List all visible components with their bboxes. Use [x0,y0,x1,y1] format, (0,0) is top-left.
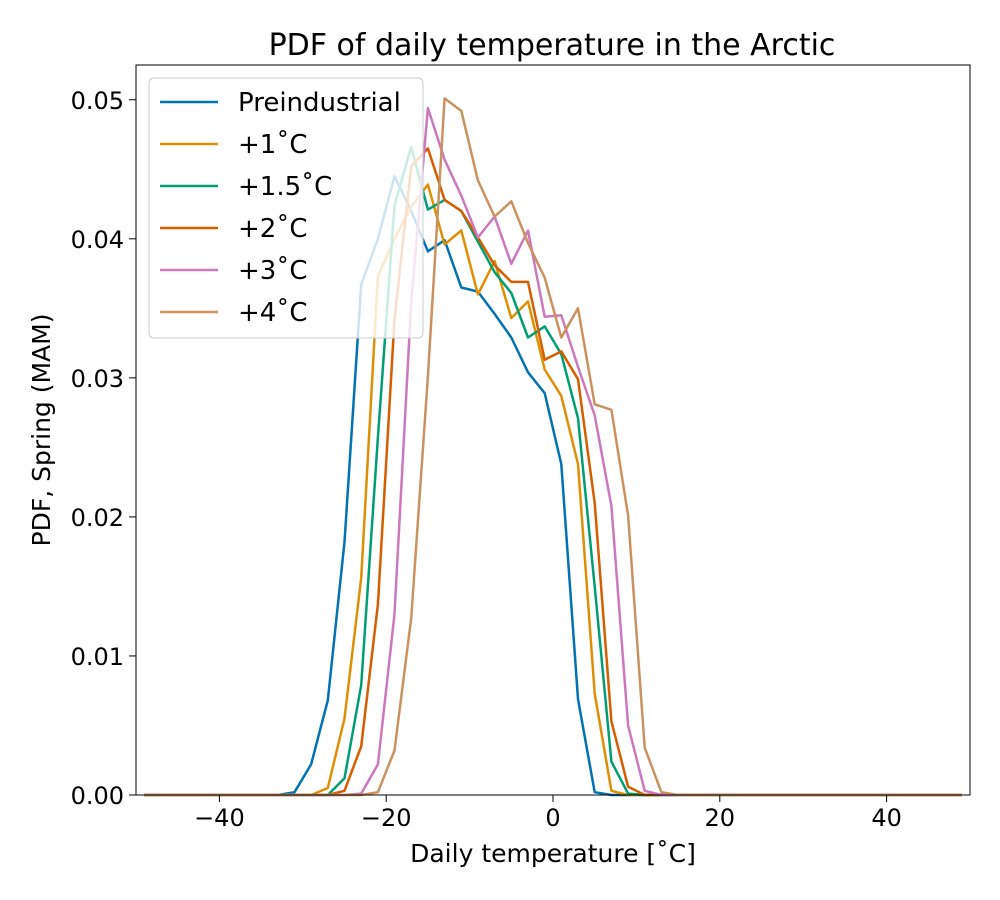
y-tick-label: 0.00 [71,782,124,810]
x-tick-label: 0 [545,804,560,832]
x-axis-label: Daily temperature [˚C] [410,839,696,868]
plot-frame [135,64,971,796]
legend-label: +3˚C [238,256,307,286]
x-tick-label: 20 [705,804,736,832]
legend-label: +4˚C [238,298,307,328]
axes: −40 −20 0 20 40 0.00 0.01 0.02 0.03 0.04 0.05 [71,87,902,832]
y-tick-label: 0.03 [71,365,124,393]
y-tick-label: 0.04 [71,226,124,254]
x-tick-label: −40 [194,804,245,832]
y-axis-label: PDF, Spring (MAM) [27,314,56,547]
chart-title: PDF of daily temperature in the Arctic [269,28,836,63]
legend-label: +1˚C [238,130,307,160]
x-tick-label: −20 [361,804,412,832]
legend-label: +2˚C [238,214,307,244]
legend-label: Preindustrial [238,88,401,118]
y-tick-label: 0.02 [71,504,124,532]
x-tick-label: 40 [871,804,902,832]
y-tick-label: 0.05 [71,87,124,115]
legend: Preindustrial +1˚C +1.5˚C +2˚C +3˚C +4˚C [148,77,424,339]
y-tick-label: 0.01 [71,643,124,671]
legend-label: +1.5˚C [238,172,332,202]
